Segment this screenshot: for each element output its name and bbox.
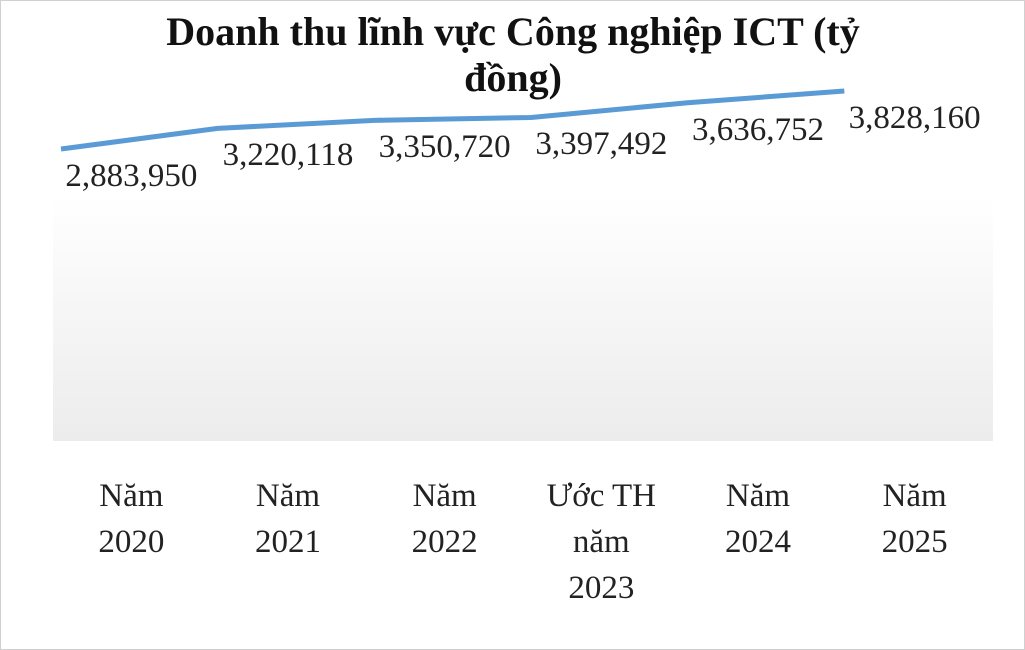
x-tick-label: Năm 2024 [725, 478, 791, 560]
data-label: 3,350,720 [378, 129, 511, 166]
plot-area [53, 61, 993, 441]
data-label: 3,220,118 [222, 137, 354, 174]
data-label: 2,883,950 [65, 158, 198, 194]
x-tick-label: Năm 2020 [98, 478, 165, 560]
chart-title: Doanh thu lĩnh vực Công nghiệp ICT (tỷ đ… [166, 9, 860, 100]
data-label: 3,397,492 [535, 126, 668, 163]
data-label: 3,828,160 [848, 100, 981, 136]
line [60, 88, 845, 152]
x-tick-label: Năm 2025 [881, 478, 948, 560]
x-tick-label: Năm 2022 [411, 478, 478, 560]
x-tick-label: Ước TH năm 2023 [546, 478, 656, 606]
data-label: 3,636,752 [692, 111, 824, 148]
x-tick-label: Năm 2021 [255, 478, 321, 560]
